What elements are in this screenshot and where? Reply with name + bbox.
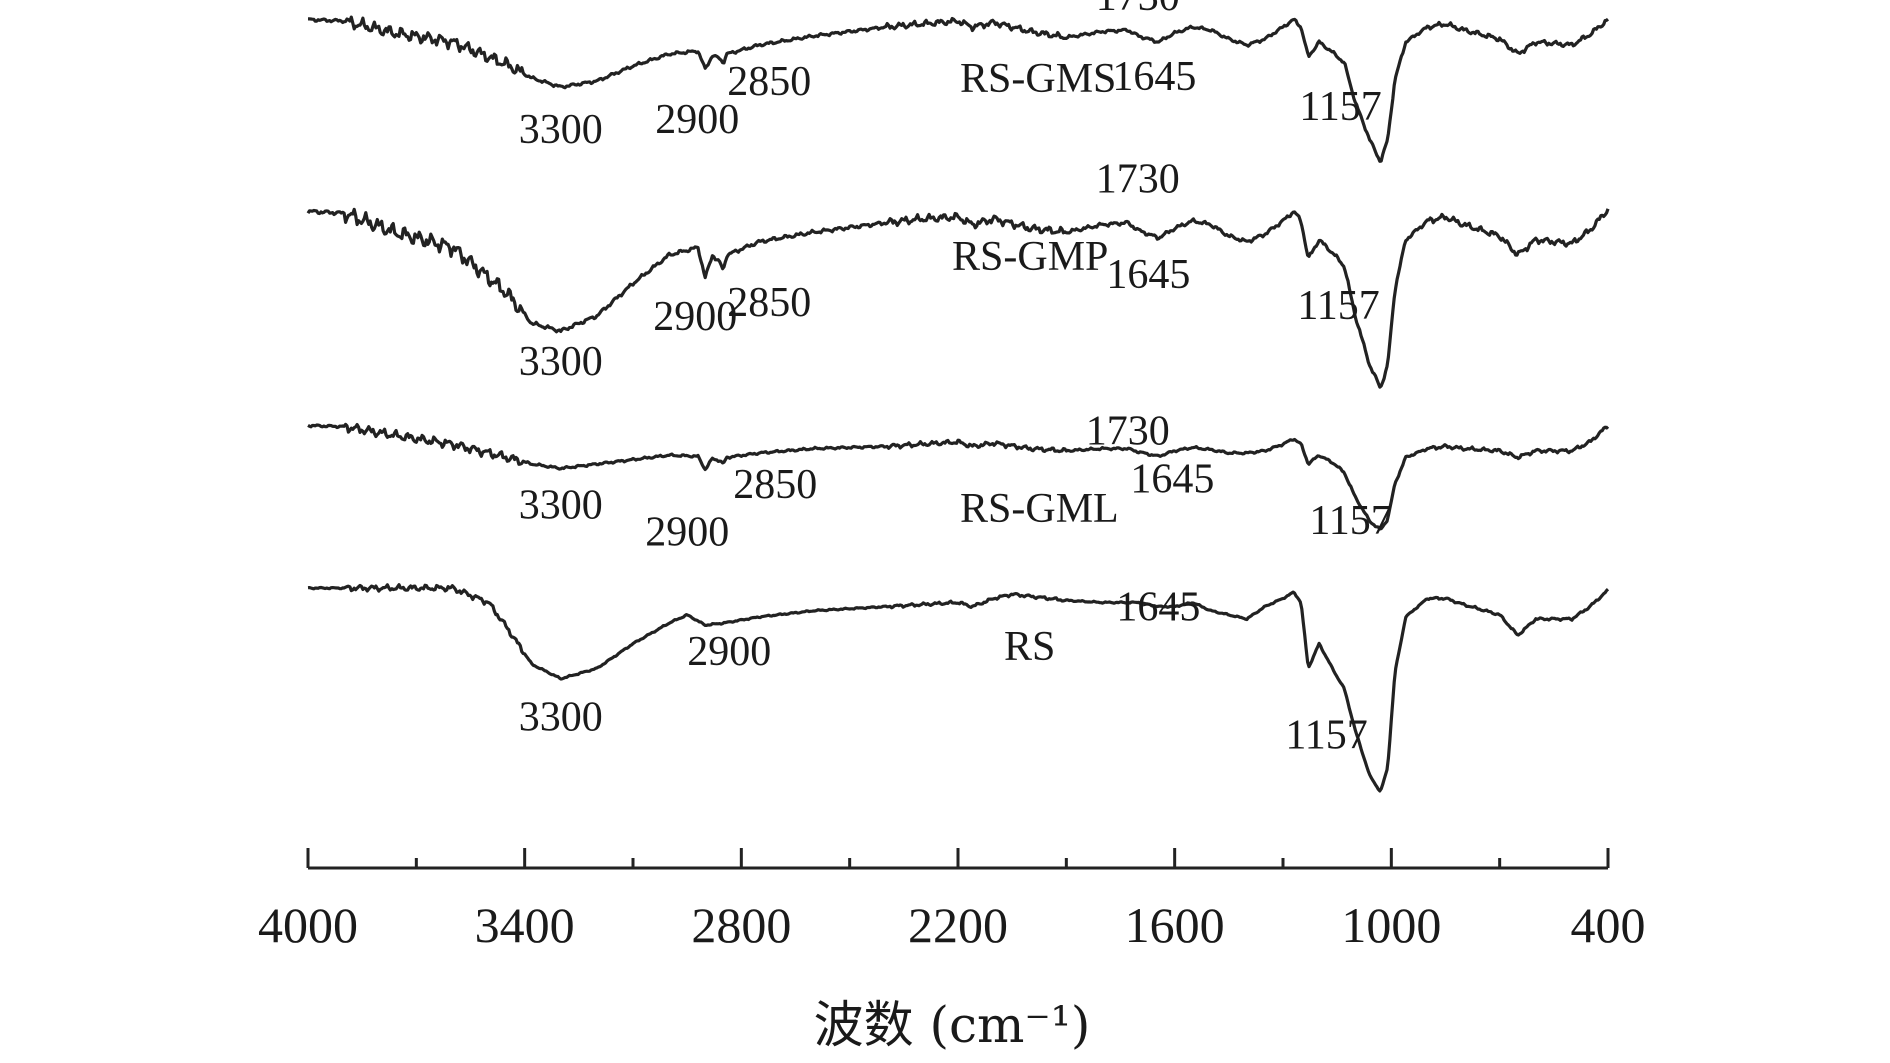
peak-label-rs-gmp-2900: 2900 — [653, 294, 737, 340]
spectrum-line-rs-gms — [307, 15, 1610, 163]
x-tick-label-1000: 1000 — [1341, 897, 1441, 953]
peak-label-layer: 3300290028501730164511573300290028501730… — [519, 0, 1392, 759]
peak-label-rs-gms-1730: 1730 — [1096, 0, 1180, 20]
series-label-rs-gml: RS-GML — [960, 486, 1119, 532]
series-label-rs: RS — [1004, 624, 1055, 670]
spectra-layer — [306, 15, 1610, 793]
spectrum-line-rs — [307, 583, 1610, 793]
peak-label-rs-gms-1157: 1157 — [1299, 84, 1381, 130]
series-label-rs-gmp: RS-GMP — [952, 234, 1108, 280]
peak-label-rs-gmp-1730: 1730 — [1096, 157, 1180, 203]
peak-label-rs-gmp-1157: 1157 — [1297, 283, 1379, 329]
peak-label-rs-gms-2850: 2850 — [727, 59, 811, 105]
peak-label-rs-gms-2900: 2900 — [655, 97, 739, 143]
x-axis-title: 波数 (cm⁻¹) — [814, 996, 1091, 1054]
peak-label-rs-3300: 3300 — [519, 695, 603, 741]
peak-label-rs-gmp-1645: 1645 — [1106, 252, 1190, 298]
peak-label-rs-gml-2850: 2850 — [733, 462, 817, 508]
x-tick-label-2800: 2800 — [691, 897, 791, 953]
x-tick-label-400: 400 — [1571, 897, 1646, 953]
peak-label-rs-gml-1157: 1157 — [1309, 498, 1391, 544]
spectrum-line-rs-gml — [307, 422, 1610, 531]
peak-label-rs-1157: 1157 — [1285, 713, 1367, 759]
peak-label-rs-gms-1645: 1645 — [1112, 54, 1196, 100]
x-tick-label-1600: 1600 — [1125, 897, 1225, 953]
peak-label-rs-gmp-2850: 2850 — [727, 280, 811, 326]
series-label-layer: RS-GMS RS-GMP RS-GML RS — [952, 56, 1119, 670]
x-axis: 4000 3400 2800 2200 1600 1000 400 — [258, 848, 1646, 953]
peak-label-rs-gml-1730: 1730 — [1086, 409, 1170, 455]
peak-label-rs-2900: 2900 — [687, 629, 771, 675]
peak-label-rs-gml-3300: 3300 — [519, 482, 603, 528]
peak-label-rs-gml-2900: 2900 — [645, 510, 729, 556]
series-label-rs-gms: RS-GMS — [960, 56, 1116, 102]
x-tick-label-4000: 4000 — [258, 897, 358, 953]
x-tick-label-3400: 3400 — [475, 897, 575, 953]
x-tick-label-2200: 2200 — [908, 897, 1008, 953]
peak-label-rs-gmp-3300: 3300 — [519, 339, 603, 385]
peak-label-rs-1645: 1645 — [1116, 585, 1200, 631]
spectrum-line-rs-gmp — [306, 207, 1610, 389]
peak-label-rs-gml-1645: 1645 — [1130, 456, 1214, 502]
peak-label-rs-gms-3300: 3300 — [519, 107, 603, 153]
